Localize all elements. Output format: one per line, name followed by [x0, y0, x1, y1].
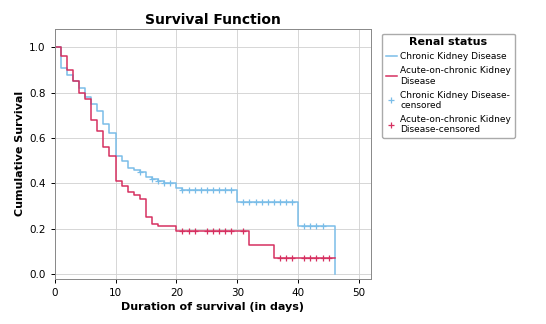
- X-axis label: Duration of survival (in days): Duration of survival (in days): [121, 302, 305, 312]
- Title: Survival Function: Survival Function: [145, 13, 281, 27]
- Y-axis label: Cumulative Survival: Cumulative Survival: [15, 91, 25, 216]
- Legend: Chronic Kidney Disease, Acute-on-chronic Kidney
Disease, Chronic Kidney Disease-: Chronic Kidney Disease, Acute-on-chronic…: [382, 34, 515, 138]
